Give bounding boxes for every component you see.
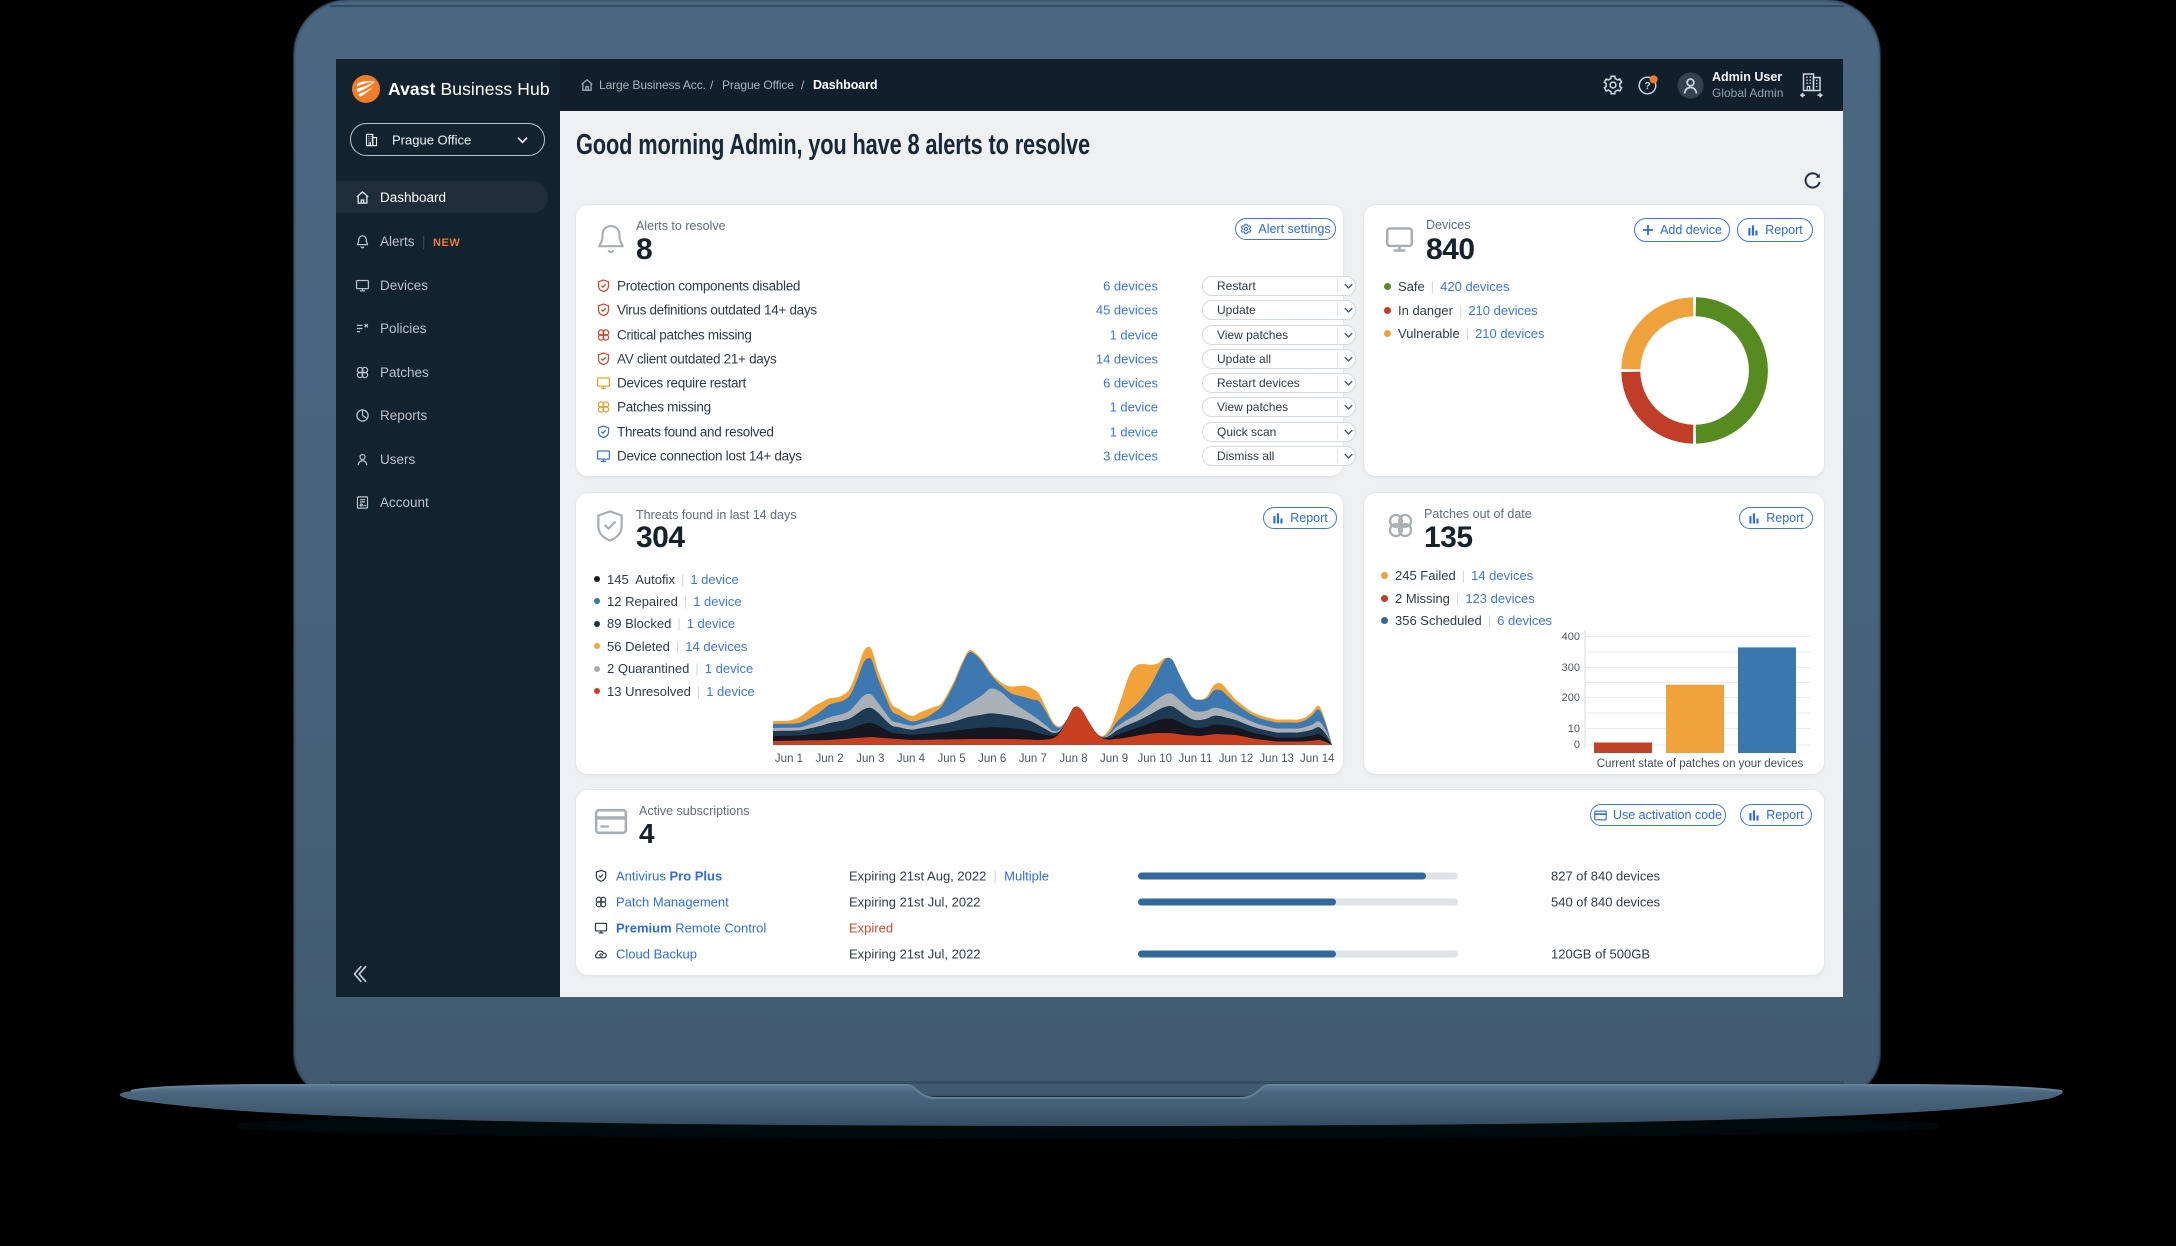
svg-text:Jun 3: Jun 3 xyxy=(856,753,884,765)
svg-text:Jun 5: Jun 5 xyxy=(938,753,966,765)
svg-text:Jun 11: Jun 11 xyxy=(1179,753,1213,765)
svg-text:Jun 10: Jun 10 xyxy=(1138,753,1173,765)
svg-text:Jun 8: Jun 8 xyxy=(1059,753,1087,765)
svg-text:Jun 2: Jun 2 xyxy=(816,753,844,765)
svg-text:10: 10 xyxy=(1568,723,1580,735)
svg-text:0: 0 xyxy=(1574,739,1580,751)
svg-text:200: 200 xyxy=(1562,692,1580,704)
svg-text:Jun 12: Jun 12 xyxy=(1219,753,1254,765)
svg-text:Current state of patches on yo: Current state of patches on your devices xyxy=(1597,758,1804,770)
svg-text:300: 300 xyxy=(1562,662,1580,674)
svg-text:Jun 1: Jun 1 xyxy=(775,753,803,765)
svg-text:Jun 4: Jun 4 xyxy=(897,753,926,765)
svg-text:Jun 14: Jun 14 xyxy=(1300,753,1335,765)
svg-text:Jun 13: Jun 13 xyxy=(1259,753,1294,765)
svg-text:Jun 6: Jun 6 xyxy=(978,753,1006,765)
svg-text:400: 400 xyxy=(1562,631,1580,643)
svg-text:Jun 9: Jun 9 xyxy=(1100,753,1128,765)
svg-text:?: ? xyxy=(1644,80,1650,92)
svg-text:Jun 7: Jun 7 xyxy=(1019,753,1047,765)
